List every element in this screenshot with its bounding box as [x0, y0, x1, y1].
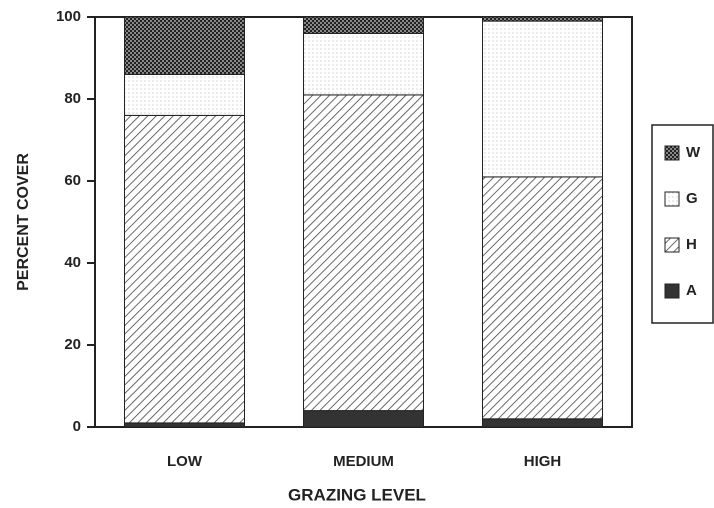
legend-label: A	[686, 282, 697, 299]
legend-swatch	[664, 191, 680, 207]
legend-swatch	[664, 145, 680, 161]
x-tick-label: HIGH	[524, 453, 562, 470]
y-tick-label: 60	[64, 172, 81, 189]
legend-label: W	[686, 144, 701, 161]
bar-segment	[124, 422, 245, 428]
bar-segment	[482, 20, 603, 178]
y-tick-label: 80	[64, 90, 81, 107]
bar-segment	[303, 16, 424, 34]
bar-segment	[124, 16, 245, 75]
legend-swatch	[664, 283, 680, 299]
bar-segment	[303, 94, 424, 412]
x-tick-label: MEDIUM	[333, 453, 394, 470]
bar-segment	[482, 176, 603, 420]
bar-segment	[124, 73, 245, 116]
bar-segment	[303, 410, 424, 428]
y-tick-label: 40	[64, 254, 81, 271]
y-axis-label: PERCENT COVER	[15, 153, 32, 291]
legend-label: H	[686, 236, 697, 253]
y-tick-label: 20	[64, 336, 81, 353]
x-axis-label: GRAZING LEVEL	[288, 485, 426, 504]
legend-box	[651, 124, 714, 324]
bar-segment	[303, 32, 424, 96]
legend-label: G	[686, 190, 698, 207]
bar-segment	[482, 16, 603, 22]
x-tick-label: LOW	[167, 453, 203, 470]
y-tick-label: 100	[56, 8, 81, 25]
legend-swatch	[664, 237, 680, 253]
bar-segment	[124, 114, 245, 424]
y-tick-label: 0	[73, 418, 81, 435]
bar-segment	[482, 418, 603, 428]
